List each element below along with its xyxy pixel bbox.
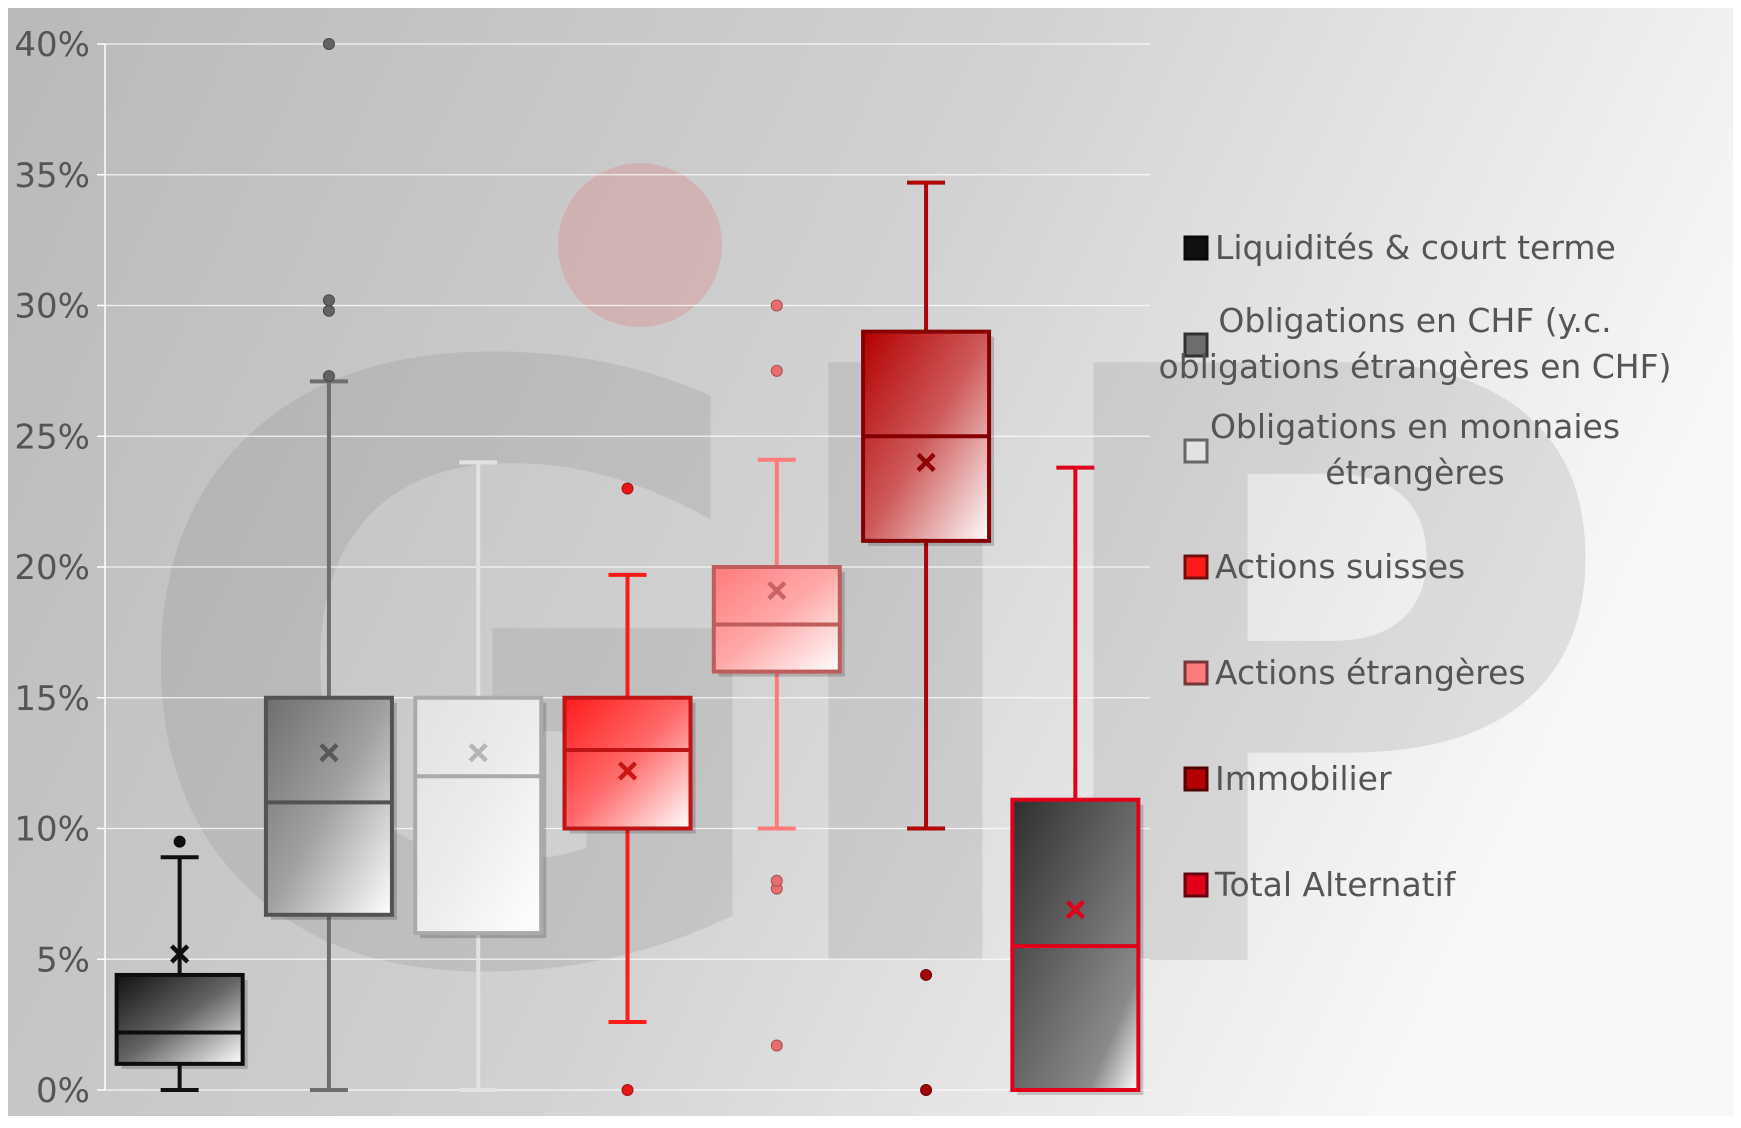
- legend-item-2: Obligations en CHF (y.c. obligations étra…: [1159, 301, 1672, 386]
- box-series: [114, 38, 1144, 1096]
- legend-label: Immobilier: [1215, 759, 1392, 798]
- legend-label: Actions étrangères: [1215, 653, 1526, 692]
- box-6: [861, 180, 995, 1096]
- outlier-point: [770, 299, 783, 312]
- legend-swatch: [1183, 332, 1209, 358]
- legend-label: Obligations en CHF (y.c.: [1218, 301, 1611, 340]
- y-tick-label: 10%: [14, 810, 90, 850]
- y-tick-label: 0%: [36, 1071, 90, 1111]
- mean-marker: [319, 743, 339, 763]
- box-body: [114, 972, 245, 1066]
- legend-item-3: Obligations en monnaies étrangères: [1183, 407, 1620, 492]
- y-tick-label: 40%: [14, 25, 90, 65]
- y-tick-label: 30%: [14, 287, 90, 327]
- legend-swatch: [1183, 438, 1209, 464]
- legend-swatch: [1183, 554, 1209, 580]
- outlier-point: [920, 968, 933, 981]
- y-axis: 0% 5% 10% 15% 20% 25% 30% 35% 40%: [14, 25, 106, 1111]
- outlier-point: [621, 482, 634, 495]
- box-body: [263, 695, 394, 917]
- mean-marker: [468, 743, 488, 763]
- box-4: [562, 482, 696, 1096]
- outlier-point: [770, 1039, 783, 1052]
- outlier-point: [621, 1084, 634, 1096]
- legend-label: étrangères: [1325, 453, 1505, 492]
- box-body: [711, 565, 842, 674]
- y-tick-label: 5%: [36, 940, 90, 980]
- mean-marker: [617, 761, 638, 781]
- legend-item-5: Actions étrangères: [1183, 653, 1526, 692]
- mean-marker: [170, 944, 190, 964]
- legend-item-7: Total Alternatif: [1183, 865, 1457, 904]
- outlier-point: [322, 304, 335, 317]
- box-5: [711, 299, 845, 1052]
- legend: Liquidités & court terme Obligations en C…: [1159, 228, 1672, 904]
- box-2: [263, 38, 397, 1092]
- y-tick-label: 35%: [14, 156, 90, 196]
- outlier-point: [322, 370, 335, 383]
- mean-marker: [767, 580, 787, 601]
- box-1: [114, 835, 248, 1092]
- y-tick-label: 25%: [14, 417, 90, 457]
- outlier-point: [322, 38, 335, 50]
- legend-swatch: [1183, 235, 1209, 261]
- box-body: [562, 695, 693, 831]
- legend-item-4: Actions suisses: [1183, 547, 1465, 586]
- mean-marker: [916, 452, 936, 472]
- outlier-point: [173, 835, 186, 848]
- legend-label: Total Alternatif: [1214, 865, 1457, 904]
- box-body: [413, 695, 544, 936]
- outlier-point: [770, 874, 783, 887]
- legend-item-1: Liquidités & court terme: [1183, 228, 1616, 267]
- legend-label: Obligations en monnaies: [1210, 407, 1620, 446]
- outlier-point: [770, 364, 783, 377]
- legend-label: Actions suisses: [1215, 547, 1465, 586]
- chart-background: [8, 8, 1733, 1116]
- y-tick-label: 20%: [14, 548, 90, 588]
- legend-swatch: [1183, 872, 1209, 898]
- y-tick-label: 15%: [14, 679, 90, 719]
- outlier-point: [322, 294, 335, 307]
- legend-item-6: Immobilier: [1183, 759, 1392, 798]
- watermark-dot: [558, 163, 722, 327]
- outlier-point: [920, 1084, 933, 1096]
- legend-label: Liquidités & court terme: [1215, 228, 1616, 267]
- box-3: [413, 460, 547, 1092]
- mean-marker: [1065, 899, 1085, 920]
- box-7: [1010, 465, 1144, 1095]
- legend-swatch: [1183, 660, 1209, 686]
- legend-label: obligations étrangères en CHF): [1159, 347, 1672, 386]
- legend-swatch: [1183, 766, 1209, 792]
